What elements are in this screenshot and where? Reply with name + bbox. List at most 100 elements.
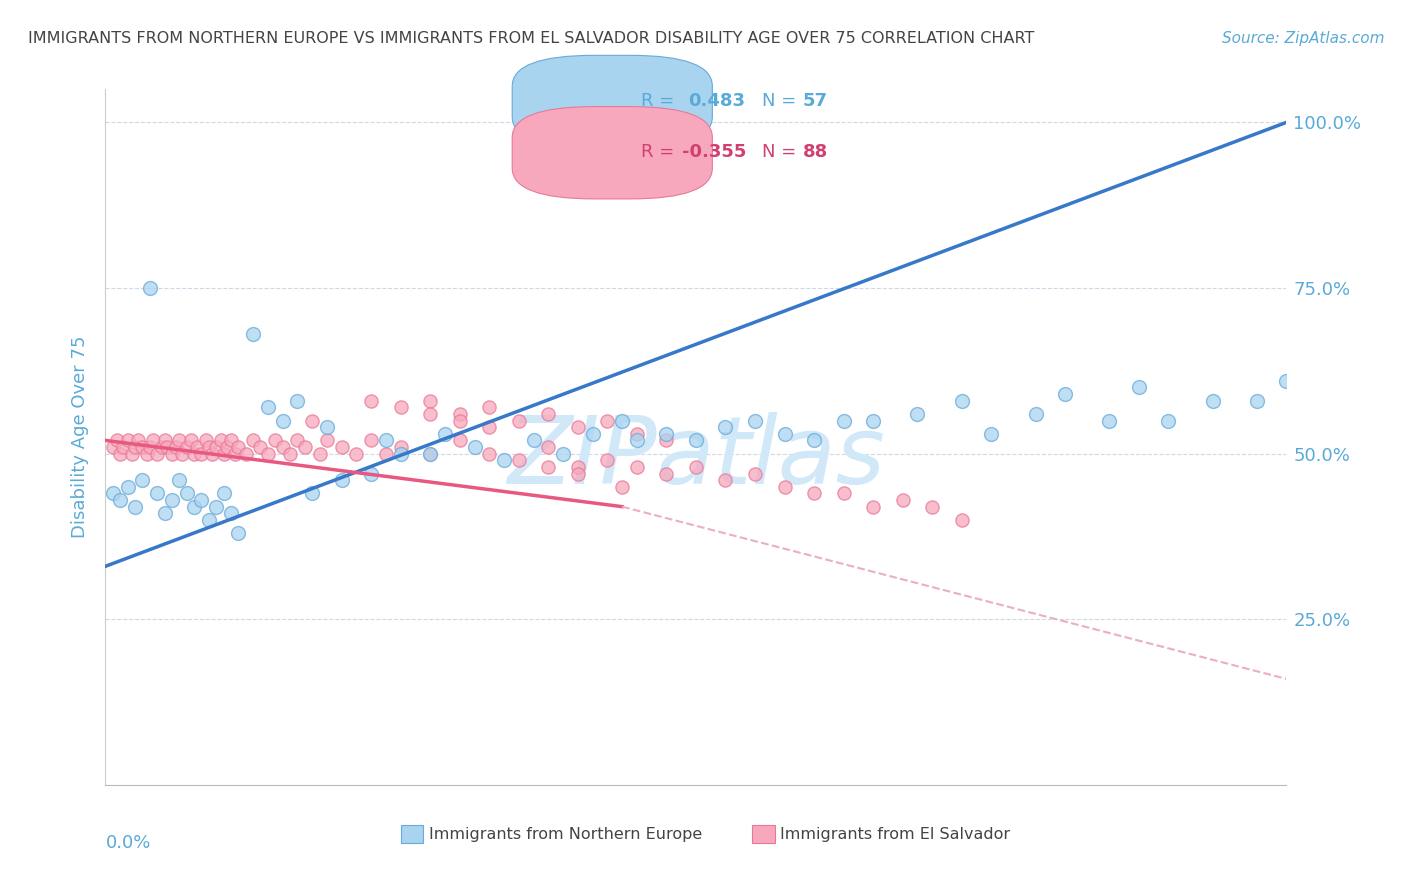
Point — [1128, 380, 1150, 394]
Point — [714, 420, 737, 434]
Point — [301, 413, 323, 427]
Point — [449, 434, 471, 448]
Point — [235, 447, 257, 461]
Point — [626, 426, 648, 441]
Point — [271, 440, 294, 454]
Point — [226, 526, 250, 541]
Point — [112, 440, 135, 454]
Point — [183, 447, 205, 461]
Point — [803, 486, 825, 500]
Point — [419, 407, 441, 421]
Point — [142, 434, 165, 448]
Point — [135, 447, 157, 461]
Point — [921, 500, 943, 514]
Point — [315, 434, 337, 448]
Point — [360, 467, 382, 481]
Point — [610, 480, 633, 494]
Point — [121, 447, 143, 461]
Point — [1246, 393, 1268, 408]
Point — [197, 440, 219, 454]
Point — [567, 467, 589, 481]
Point — [110, 447, 132, 461]
Point — [419, 447, 441, 461]
Text: N =: N = — [762, 144, 796, 161]
Point — [169, 473, 191, 487]
Point — [773, 480, 796, 494]
Point — [1157, 413, 1180, 427]
Point — [1024, 407, 1046, 421]
Point — [308, 447, 330, 461]
Point — [567, 420, 589, 434]
Point — [165, 440, 187, 454]
Point — [271, 413, 294, 427]
Point — [138, 440, 162, 454]
Point — [287, 393, 309, 408]
Point — [626, 434, 648, 448]
Point — [183, 500, 205, 514]
Point — [264, 434, 287, 448]
Point — [537, 407, 560, 421]
Point — [685, 459, 707, 474]
FancyBboxPatch shape — [512, 106, 713, 199]
Point — [205, 500, 228, 514]
Point — [744, 413, 766, 427]
Point — [360, 393, 382, 408]
Point — [219, 434, 242, 448]
Point — [197, 513, 219, 527]
Point — [330, 440, 353, 454]
Text: Immigrants from Northern Europe: Immigrants from Northern Europe — [429, 827, 702, 841]
Point — [153, 506, 176, 520]
Point — [610, 413, 633, 427]
Point — [346, 447, 368, 461]
Point — [374, 434, 398, 448]
Point — [124, 500, 146, 514]
Point — [160, 447, 183, 461]
Text: R =: R = — [641, 92, 675, 110]
Point — [172, 447, 194, 461]
Point — [1275, 374, 1298, 388]
Point — [294, 440, 316, 454]
Point — [950, 513, 973, 527]
Point — [478, 401, 501, 415]
Point — [209, 434, 232, 448]
Text: Immigrants from El Salvador: Immigrants from El Salvador — [780, 827, 1011, 841]
Point — [190, 447, 212, 461]
Point — [419, 393, 441, 408]
Point — [117, 434, 139, 448]
Point — [180, 434, 202, 448]
FancyBboxPatch shape — [512, 55, 713, 147]
Point — [146, 486, 169, 500]
Point — [419, 447, 441, 461]
Point — [567, 459, 589, 474]
Point — [832, 413, 855, 427]
Point — [596, 413, 619, 427]
Text: N =: N = — [762, 92, 796, 110]
Point — [169, 434, 191, 448]
Point — [124, 440, 146, 454]
Point — [242, 434, 264, 448]
Point — [194, 434, 217, 448]
Point — [249, 440, 271, 454]
Point — [256, 447, 278, 461]
Point — [374, 447, 398, 461]
Point — [176, 440, 198, 454]
Point — [537, 440, 560, 454]
Point — [117, 480, 139, 494]
Point — [389, 440, 412, 454]
Point — [832, 486, 855, 500]
Point — [110, 493, 132, 508]
Point — [101, 440, 124, 454]
Text: 57: 57 — [803, 92, 828, 110]
Point — [478, 420, 501, 434]
Point — [389, 447, 412, 461]
Point — [201, 447, 224, 461]
Point — [551, 447, 574, 461]
Point — [1201, 393, 1223, 408]
Point — [360, 434, 382, 448]
Point — [176, 486, 198, 500]
Point — [862, 413, 884, 427]
Point — [205, 440, 228, 454]
Text: 0.0%: 0.0% — [105, 834, 150, 852]
Point — [160, 493, 183, 508]
Point — [685, 434, 707, 448]
